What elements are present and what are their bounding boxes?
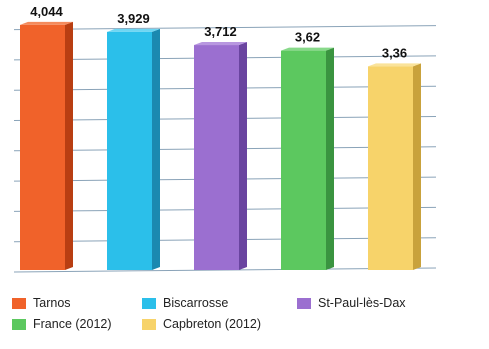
- value-label-st-paul-l-s-dax: 3,712: [204, 24, 237, 39]
- bar-top-capbreton-2012: [368, 63, 421, 67]
- value-label-capbreton-2012: 3,36: [382, 45, 407, 60]
- legend-item-france-2012: France (2012): [12, 317, 142, 331]
- bar-side-tarnos: [65, 21, 73, 271]
- legend-swatch-tarnos: [12, 297, 26, 309]
- gridline: [13, 25, 437, 31]
- bars: [20, 21, 421, 271]
- legend-label-biscarrosse: Biscarrosse: [163, 296, 229, 310]
- legend-label-st-paul-les-dax: St-Paul-lès-Dax: [318, 296, 406, 310]
- bar-top-st-paul-l-s-dax: [194, 42, 247, 46]
- bar-side-st-paul-l-s-dax: [239, 42, 247, 271]
- legend-item-capbreton-2012: Capbreton (2012): [142, 317, 297, 331]
- bar-biscarrosse: [107, 31, 152, 270]
- bar-side-france-2012: [326, 47, 334, 271]
- legend-swatch-france-2012: [12, 318, 26, 330]
- bar-tarnos: [20, 24, 65, 271]
- bar-chart: 4,044 3,929 3,712 3,62 3,36: [13, 4, 437, 273]
- bar-capbreton-2012: [368, 66, 413, 270]
- bar-side-biscarrosse: [152, 28, 160, 270]
- legend: Tarnos Biscarrosse St-Paul-lès-Dax Franc…: [12, 296, 482, 331]
- bar-france-2012: [281, 50, 326, 271]
- legend-swatch-biscarrosse: [142, 297, 156, 309]
- legend-label-capbreton-2012: Capbreton (2012): [163, 317, 261, 331]
- legend-swatch-capbreton-2012: [142, 318, 156, 330]
- legend-item-biscarrosse: Biscarrosse: [142, 296, 297, 310]
- value-label-biscarrosse: 3,929: [117, 11, 150, 26]
- bar-top-biscarrosse: [107, 28, 160, 32]
- legend-item-tarnos: Tarnos: [12, 296, 142, 310]
- value-labels: 4,044 3,929 3,712 3,62 3,36: [30, 4, 407, 60]
- legend-label-france-2012: France (2012): [33, 317, 112, 331]
- legend-swatch-st-paul-les-dax: [297, 297, 311, 309]
- value-label-tarnos: 4,044: [30, 4, 63, 19]
- legend-item-st-paul-les-dax: St-Paul-lès-Dax: [297, 296, 467, 310]
- bar-side-capbreton-2012: [413, 63, 421, 270]
- value-label-france-2012: 3,62: [295, 30, 320, 45]
- legend-label-tarnos: Tarnos: [33, 296, 71, 310]
- bar-top-france-2012: [281, 47, 334, 51]
- bar-st-paul-l-s-dax: [194, 45, 239, 271]
- bar-top-tarnos: [20, 21, 73, 25]
